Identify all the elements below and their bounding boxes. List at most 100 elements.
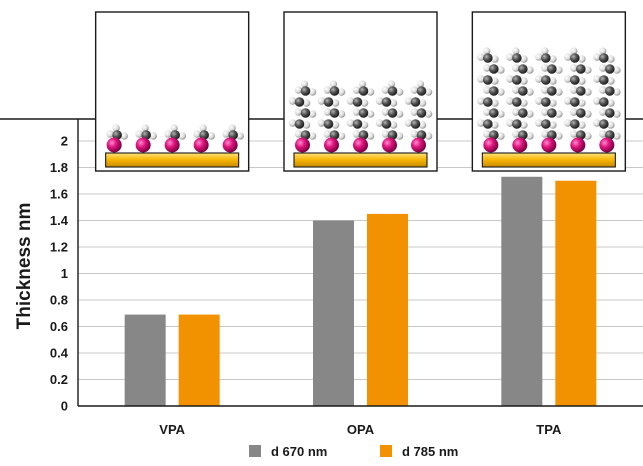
hydrogen-atom: [541, 86, 549, 94]
carbon-atom: [300, 86, 311, 96]
hydrogen-atom: [410, 130, 419, 138]
carbon-atom: [329, 86, 340, 96]
carbon-atom: [541, 97, 551, 107]
hydrogen-atom: [613, 88, 621, 96]
hydrogen-atom: [541, 47, 549, 55]
carbon-atom: [518, 64, 528, 74]
hydrogen-atom: [526, 132, 534, 140]
carbon-atom: [512, 75, 522, 85]
molecule: [593, 47, 621, 153]
hydrogen-atom: [512, 130, 520, 138]
hydrogen-atom: [535, 119, 543, 127]
carbon-atom: [605, 108, 615, 118]
y-tick-label: 1.8: [50, 160, 68, 175]
hydrogen-atom: [578, 121, 586, 129]
hydrogen-atom: [418, 121, 427, 129]
y-tick-label: 0: [61, 399, 68, 414]
hydrogen-atom: [599, 64, 607, 72]
carbon-atom: [352, 97, 363, 107]
hydrogen-atom: [483, 86, 491, 94]
carbon-atom: [381, 119, 392, 129]
hydrogen-atom: [323, 108, 332, 116]
hydrogen-atom: [135, 130, 143, 138]
hydrogen-atom: [570, 86, 578, 94]
carbon-atom: [512, 53, 522, 63]
hydrogen-atom: [593, 75, 601, 83]
y-tick-label: 1.4: [50, 213, 69, 228]
carbon-atom: [489, 108, 499, 118]
hydrogen-atom: [395, 88, 404, 96]
hydrogen-atom: [418, 99, 427, 107]
carbon-atom: [294, 97, 305, 107]
hydrogen-atom: [555, 88, 563, 96]
hydrogen-atom: [331, 121, 340, 129]
hydrogen-atom: [570, 130, 578, 138]
carbon-atom: [352, 119, 363, 129]
hydrogen-atom: [410, 108, 419, 116]
hydrogen-atom: [584, 132, 592, 140]
hydrogen-atom: [564, 97, 572, 105]
hydrogen-atom: [337, 110, 346, 118]
inset-opa: [283, 11, 438, 172]
hydrogen-atom: [288, 97, 297, 105]
hydrogen-atom: [520, 55, 528, 63]
hydrogen-atom: [170, 124, 178, 132]
carbon-atom: [599, 119, 609, 129]
hydrogen-atom: [526, 88, 534, 96]
hydrogen-atom: [584, 110, 592, 118]
carbon-atom: [576, 64, 586, 74]
hydrogen-atom: [593, 119, 601, 127]
hydrogen-atom: [294, 130, 303, 138]
x-tick-label: VPA: [159, 422, 185, 437]
x-tick-label: TPA: [536, 422, 562, 437]
carbon-atom: [199, 130, 209, 140]
hydrogen-atom: [607, 77, 615, 85]
hydrogen-atom: [512, 47, 520, 55]
hydrogen-atom: [497, 110, 505, 118]
head-group-atom: [295, 137, 310, 153]
carbon-atom: [483, 75, 493, 85]
hydrogen-atom: [366, 132, 375, 140]
hydrogen-atom: [599, 86, 607, 94]
hydrogen-atom: [541, 108, 549, 116]
carbon-atom: [570, 53, 580, 63]
hydrogen-atom: [541, 130, 549, 138]
carbon-atom: [605, 64, 615, 74]
carbon-atom: [605, 130, 615, 140]
carbon-atom: [300, 108, 311, 118]
hydrogen-atom: [207, 132, 215, 140]
hydrogen-atom: [337, 132, 346, 140]
inset-vpa: [94, 11, 250, 172]
hydrogen-atom: [549, 121, 557, 129]
carbon-atom: [300, 130, 311, 140]
hydrogen-atom: [346, 119, 355, 127]
molecule: [564, 47, 592, 153]
molecule: [135, 124, 157, 153]
hydrogen-atom: [549, 55, 557, 63]
carbon-atom: [599, 97, 609, 107]
substrate: [293, 152, 428, 168]
head-group-atom: [164, 137, 180, 153]
hydrogen-atom: [404, 119, 413, 127]
molecule: [375, 80, 404, 153]
hydrogen-atom: [164, 130, 172, 138]
carbon-atom: [323, 97, 334, 107]
hydrogen-atom: [381, 86, 390, 94]
hydrogen-atom: [549, 99, 557, 107]
hydrogen-atom: [584, 88, 592, 96]
y-tick-label: 2: [61, 134, 68, 149]
hydrogen-atom: [555, 110, 563, 118]
hydrogen-atom: [352, 86, 361, 94]
head-group-atom: [483, 137, 499, 153]
hydrogen-atom: [288, 119, 297, 127]
hydrogen-atom: [317, 119, 326, 127]
carbon-atom: [576, 130, 586, 140]
hydrogen-atom: [404, 97, 413, 105]
carbon-atom: [599, 53, 609, 63]
carbon-atom: [483, 53, 493, 63]
y-tick-label: 0.6: [50, 319, 68, 334]
hydrogen-atom: [477, 97, 485, 105]
x-axis-labels: VPA OPA TPA: [159, 422, 562, 437]
carbon-atom: [410, 97, 421, 107]
